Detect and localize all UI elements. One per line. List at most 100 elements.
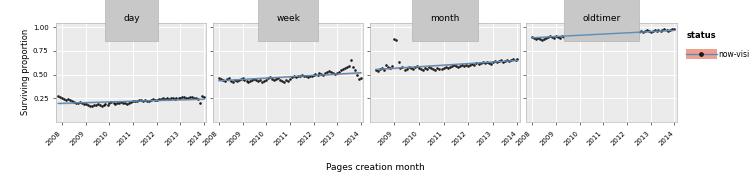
Point (628, 31, 640, 33)
Point (231, 80, 243, 83)
Point (66, 100, 78, 102)
Point (662, 30, 674, 33)
Point (226, 81, 238, 84)
Point (80, 102, 92, 105)
Point (512, 57, 524, 60)
Text: Pages creation month: Pages creation month (326, 163, 424, 172)
Point (509, 59, 521, 62)
Point (546, 35, 558, 38)
Point (286, 76, 298, 79)
Point (172, 97, 184, 100)
Point (74, 101, 86, 103)
Point (194, 101, 206, 104)
Point (450, 65, 462, 68)
Point (72, 101, 84, 104)
Point (139, 99, 151, 101)
Point (86, 104, 98, 107)
Point (345, 59, 357, 62)
Point (627, 30, 639, 33)
Point (417, 68, 429, 71)
Point (169, 98, 181, 101)
Point (247, 79, 259, 82)
Point (646, 30, 658, 33)
Point (376, 67, 388, 69)
Point (53, 95, 64, 98)
Point (223, 77, 235, 80)
Point (592, 33, 604, 35)
Text: status: status (687, 31, 717, 39)
Point (658, 28, 670, 31)
Point (597, 32, 609, 34)
Y-axis label: Surviving proportion: Surviving proportion (21, 29, 30, 115)
Point (596, 33, 608, 35)
Point (650, 30, 662, 33)
Point (310, 72, 322, 75)
Point (566, 35, 578, 38)
Point (431, 67, 443, 69)
Point (190, 97, 202, 100)
Point (456, 64, 468, 66)
Point (98, 103, 109, 106)
Point (335, 68, 347, 71)
Point (526, 35, 538, 38)
Point (436, 68, 448, 70)
Point (655, 30, 667, 33)
Point (605, 32, 617, 34)
Point (413, 67, 425, 69)
Point (460, 64, 472, 66)
Point (652, 29, 664, 31)
Point (343, 65, 355, 68)
Point (415, 68, 427, 70)
Point (614, 32, 626, 34)
Point (558, 35, 570, 38)
Point (530, 37, 542, 40)
Point (390, 38, 402, 41)
Point (550, 34, 562, 37)
Point (78, 102, 90, 105)
Point (382, 66, 394, 68)
Point (251, 79, 262, 82)
Point (278, 81, 290, 84)
Point (106, 101, 118, 103)
Point (501, 59, 513, 62)
Point (469, 64, 481, 66)
Point (645, 31, 657, 33)
Point (602, 32, 613, 34)
Point (621, 31, 633, 33)
Point (284, 78, 296, 81)
Point (536, 38, 548, 41)
Point (458, 65, 470, 68)
Point (355, 77, 367, 80)
Point (242, 81, 254, 84)
Point (623, 32, 635, 34)
Point (384, 67, 396, 69)
Point (493, 60, 505, 63)
Point (609, 32, 621, 34)
Point (84, 104, 96, 107)
Point (695, 53, 707, 56)
Point (634, 30, 646, 33)
Point (448, 64, 460, 66)
Point (260, 79, 272, 82)
Point (430, 68, 442, 71)
Point (403, 66, 415, 68)
Point (637, 31, 649, 33)
Point (131, 100, 143, 102)
Point (631, 32, 643, 34)
Point (548, 36, 560, 39)
Point (268, 79, 280, 82)
Point (232, 79, 244, 82)
Point (253, 80, 265, 83)
Point (394, 67, 406, 69)
Point (178, 96, 190, 99)
Point (68, 101, 80, 103)
Point (351, 73, 363, 76)
Title: month: month (430, 14, 460, 23)
Point (489, 60, 501, 63)
Point (311, 73, 323, 76)
Point (643, 30, 655, 33)
Point (470, 62, 482, 65)
Point (476, 61, 488, 64)
Point (556, 34, 568, 37)
Point (241, 80, 253, 83)
